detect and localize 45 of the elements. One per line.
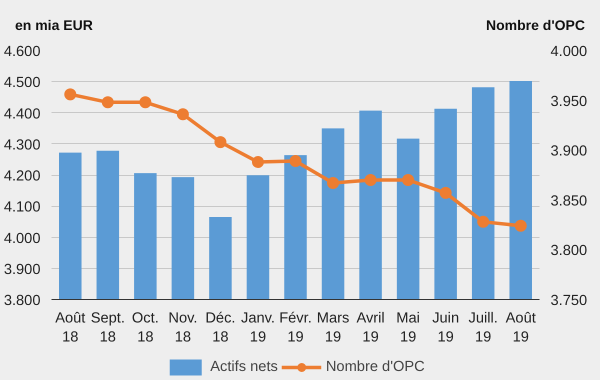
legend-label: Actifs nets [210, 359, 278, 375]
x-tick-label: Août 18 [55, 310, 86, 346]
x-tick-label: Oct. 18 [132, 310, 159, 346]
point [102, 96, 114, 108]
y-axis-title: en mia EUR [15, 16, 93, 35]
y-tick-label: 3.800 [4, 293, 41, 309]
x-tick-label: Mars 19 [316, 310, 350, 346]
point [64, 88, 76, 100]
point [176, 108, 189, 120]
y2-tick-label: 4.000 [550, 44, 588, 60]
point [139, 96, 152, 108]
point [252, 156, 264, 168]
y-tick-label: 4.100 [4, 200, 41, 216]
x-tick-label: Juin 19 [432, 310, 460, 346]
y2-tick-label: 3.900 [550, 144, 588, 160]
point [364, 174, 377, 186]
x-tick-label: Déc. 18 [205, 310, 236, 346]
y-tick-label: 3.900 [4, 262, 41, 278]
x-tick-label: Mai 19 [396, 310, 420, 346]
x-tick-label: Nov. 18 [168, 310, 198, 346]
y-tick-label: 4.500 [4, 75, 41, 92]
y2-axis-title: Nombre d'OPC [486, 16, 585, 35]
y-tick-label: 4.000 [4, 230, 41, 247]
x-tick-label: Août 19 [506, 310, 536, 346]
point [290, 155, 302, 168]
y2-tick-label: 3.800 [550, 243, 588, 260]
y-tick-label: 4.200 [4, 168, 41, 184]
x-tick-label: Juill. 19 [468, 310, 498, 346]
y-tick-label: 4.300 [4, 137, 41, 154]
point [327, 176, 340, 189]
y-tick-label: 4.600 [4, 44, 41, 60]
y2-tick-label: 3.750 [550, 293, 588, 309]
point [477, 216, 490, 228]
legend-label: Nombre d'OPC [326, 359, 425, 375]
point [402, 174, 414, 186]
x-tick-label: Sept. 18 [90, 310, 125, 346]
x-tick-label: Févr. 19 [279, 310, 312, 346]
point [214, 136, 226, 148]
point [440, 186, 452, 199]
y-tick-label: 4.400 [4, 106, 41, 122]
y2-tick-label: 3.850 [550, 193, 588, 210]
y2-tick-label: 3.950 [550, 94, 588, 110]
x-tick-label: Janv. 19 [240, 310, 275, 346]
x-tick-label: Avril 19 [356, 310, 385, 346]
point [514, 220, 527, 232]
